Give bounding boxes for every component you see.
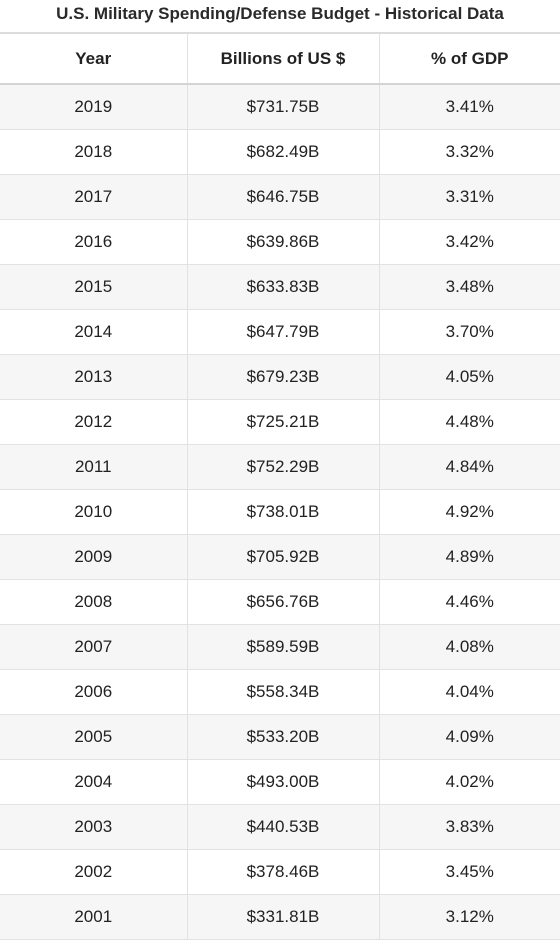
billions-cell: $633.83B (186, 264, 379, 310)
table-row: 2017 $646.75B 3.31% (0, 174, 560, 220)
year-cell: 2007 (0, 624, 187, 670)
year-cell: 2013 (0, 354, 187, 400)
table-row: 2003 $440.53B 3.83% (0, 804, 560, 850)
table-header: Year Billions of US $ % of GDP (0, 32, 560, 85)
billions-cell: $331.81B (186, 894, 379, 940)
table-row: 2015 $633.83B 3.48% (0, 264, 560, 310)
billions-cell: $752.29B (186, 444, 379, 490)
billions-cell: $682.49B (186, 129, 379, 175)
billions-cell: $679.23B (186, 354, 379, 400)
billions-cell: $558.34B (186, 669, 379, 715)
table-row: 2001 $331.81B 3.12% (0, 894, 560, 940)
table-row: 2019 $731.75B 3.41% (0, 84, 560, 130)
year-cell: 2017 (0, 174, 187, 220)
gdp-percent-cell: 3.45% (378, 849, 560, 895)
year-cell: 2016 (0, 219, 187, 265)
header-gdp-percent: % of GDP (378, 32, 560, 85)
gdp-percent-cell: 4.48% (378, 399, 560, 445)
billions-cell: $656.76B (186, 579, 379, 625)
billions-cell: $589.59B (186, 624, 379, 670)
table-row: 2009 $705.92B 4.89% (0, 534, 560, 580)
billions-cell: $493.00B (186, 759, 379, 805)
gdp-percent-cell: 4.09% (378, 714, 560, 760)
billions-cell: $533.20B (186, 714, 379, 760)
year-cell: 2005 (0, 714, 187, 760)
year-cell: 2012 (0, 399, 187, 445)
table-row: 2010 $738.01B 4.92% (0, 489, 560, 535)
table-row: 2004 $493.00B 4.02% (0, 759, 560, 805)
year-cell: 2015 (0, 264, 187, 310)
gdp-percent-cell: 3.12% (378, 894, 560, 940)
year-cell: 2008 (0, 579, 187, 625)
year-cell: 2019 (0, 84, 187, 130)
year-cell: 2003 (0, 804, 187, 850)
year-cell: 2010 (0, 489, 187, 535)
table-row: 2014 $647.79B 3.70% (0, 309, 560, 355)
gdp-percent-cell: 4.84% (378, 444, 560, 490)
billions-cell: $378.46B (186, 849, 379, 895)
billions-cell: $705.92B (186, 534, 379, 580)
gdp-percent-cell: 3.42% (378, 219, 560, 265)
gdp-percent-cell: 3.70% (378, 309, 560, 355)
billions-cell: $738.01B (186, 489, 379, 535)
gdp-percent-cell: 4.08% (378, 624, 560, 670)
year-cell: 2009 (0, 534, 187, 580)
gdp-percent-cell: 4.89% (378, 534, 560, 580)
year-cell: 2018 (0, 129, 187, 175)
table-row: 2005 $533.20B 4.09% (0, 714, 560, 760)
year-cell: 2001 (0, 894, 187, 940)
table-body: 2019 $731.75B 3.41% 2018 $682.49B 3.32% 2017 $6… (0, 84, 560, 940)
year-cell: 2014 (0, 309, 187, 355)
table-row: 2007 $589.59B 4.08% (0, 624, 560, 670)
table-row: 2006 $558.34B 4.04% (0, 669, 560, 715)
table-row: 2016 $639.86B 3.42% (0, 219, 560, 265)
year-cell: 2002 (0, 849, 187, 895)
table-row: 2013 $679.23B 4.05% (0, 354, 560, 400)
table-row: 2002 $378.46B 3.45% (0, 849, 560, 895)
gdp-percent-cell: 3.48% (378, 264, 560, 310)
billions-cell: $639.86B (186, 219, 379, 265)
gdp-percent-cell: 3.83% (378, 804, 560, 850)
table-row: 2012 $725.21B 4.48% (0, 399, 560, 445)
table-row: 2008 $656.76B 4.46% (0, 579, 560, 625)
gdp-percent-cell: 3.32% (378, 129, 560, 175)
header-year: Year (0, 32, 187, 85)
year-cell: 2006 (0, 669, 187, 715)
header-billions: Billions of US $ (186, 32, 379, 85)
billions-cell: $440.53B (186, 804, 379, 850)
gdp-percent-cell: 4.04% (378, 669, 560, 715)
billions-cell: $731.75B (186, 84, 379, 130)
table-row: 2018 $682.49B 3.32% (0, 129, 560, 175)
billions-cell: $646.75B (186, 174, 379, 220)
gdp-percent-cell: 4.02% (378, 759, 560, 805)
spending-table: Year Billions of US $ % of GDP 2019 $731.… (0, 32, 560, 940)
year-cell: 2004 (0, 759, 187, 805)
gdp-percent-cell: 4.05% (378, 354, 560, 400)
table-title: U.S. Military Spending/Defense Budget - … (56, 4, 504, 23)
gdp-percent-cell: 3.31% (378, 174, 560, 220)
year-cell: 2011 (0, 444, 187, 490)
billions-cell: $647.79B (186, 309, 379, 355)
gdp-percent-cell: 4.46% (378, 579, 560, 625)
header-row: Year Billions of US $ % of GDP (0, 32, 560, 85)
billions-cell: $725.21B (186, 399, 379, 445)
gdp-percent-cell: 3.41% (378, 84, 560, 130)
gdp-percent-cell: 4.92% (378, 489, 560, 535)
table-row: 2011 $752.29B 4.84% (0, 444, 560, 490)
